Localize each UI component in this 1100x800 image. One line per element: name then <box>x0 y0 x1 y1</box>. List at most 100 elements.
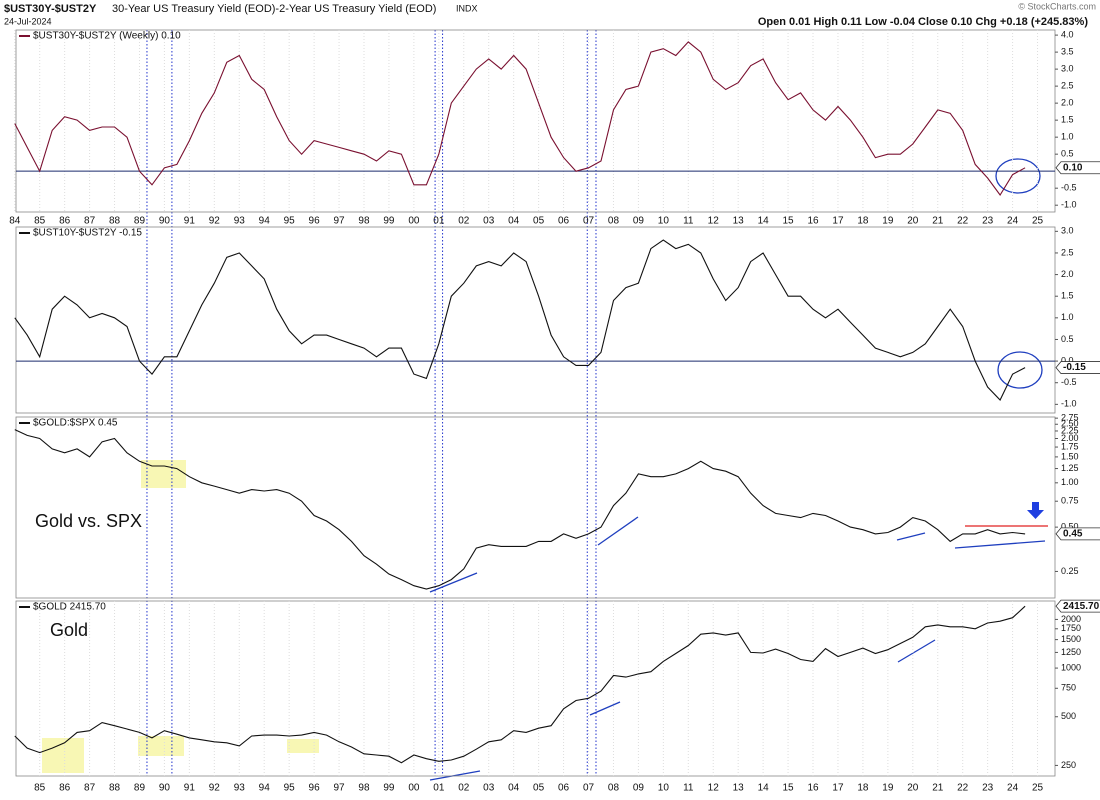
x-tick-label: 12 <box>708 783 720 794</box>
y-tick-label: 3.5 <box>1061 46 1074 56</box>
x-tick-label: 90 <box>159 783 171 794</box>
x-tick-label: 22 <box>957 783 969 794</box>
y-tick-label: 500 <box>1061 711 1076 721</box>
x-tick-label: 97 <box>333 216 345 227</box>
x-tick-label: 98 <box>358 783 370 794</box>
y-tick-label: 2.50 <box>1061 419 1079 429</box>
x-tick-label: 95 <box>284 216 296 227</box>
y-tick-label: 1.0 <box>1061 132 1074 142</box>
highlight <box>287 739 319 753</box>
x-tick-label: 94 <box>259 783 271 794</box>
series-line <box>14 41 1026 196</box>
y-tick-label: 3.0 <box>1061 226 1074 236</box>
y-tick-label: 0.25 <box>1061 566 1079 576</box>
arrow <box>1027 502 1044 519</box>
annotation: Gold vs. SPX <box>35 511 142 531</box>
y-tick-label: 1750 <box>1061 623 1081 633</box>
y-tick-label: 0.5 <box>1061 334 1074 344</box>
y-tick-label: 1500 <box>1061 634 1081 644</box>
x-tick-label: 86 <box>59 783 71 794</box>
last-value-label: 2415.70 <box>1063 601 1100 612</box>
x-tick-label: 13 <box>733 216 745 227</box>
y-tick-label: 2.00 <box>1061 433 1079 443</box>
x-tick-label: 14 <box>758 216 770 227</box>
x-tick-label: 91 <box>184 783 196 794</box>
y-tick-label: -0.5 <box>1061 377 1077 387</box>
x-tick-label: 93 <box>234 783 246 794</box>
x-tick-label: 25 <box>1032 216 1044 227</box>
last-value-label: -0.15 <box>1063 362 1086 373</box>
x-tick-label: 97 <box>333 783 345 794</box>
x-tick-label: 14 <box>758 783 770 794</box>
panel-title: $UST30Y-$UST2Y (Weekly) 0.10 <box>33 31 181 42</box>
x-tick-label: 21 <box>932 216 944 227</box>
x-tick-label: 08 <box>608 783 620 794</box>
last-value-box <box>1055 361 1100 374</box>
x-tick-label: 88 <box>109 216 121 227</box>
y-tick-label: 2.5 <box>1061 247 1074 257</box>
annotations <box>42 158 1048 781</box>
last-value-box <box>1055 161 1100 175</box>
x-tick-label: 88 <box>109 783 121 794</box>
x-tick-label: 23 <box>982 783 994 794</box>
x-tick-label: 03 <box>483 783 495 794</box>
x-tick-label: 06 <box>558 783 570 794</box>
y-tick-label: 2.5 <box>1061 81 1074 91</box>
last-value: 0.10 <box>1055 161 1100 175</box>
y-tick-label: 250 <box>1061 760 1076 770</box>
x-tick-label: 00 <box>408 783 420 794</box>
x-tick-label: 99 <box>383 216 395 227</box>
x-tick-label: 01 <box>433 216 445 227</box>
x-tick-label: 89 <box>134 216 146 227</box>
series-line <box>14 239 1026 401</box>
annotation: Gold <box>50 620 88 640</box>
trend-line <box>597 516 639 546</box>
panel-frame <box>15 29 1056 213</box>
y-tick-label: 1.5 <box>1061 115 1074 125</box>
x-tick-label: 09 <box>633 783 645 794</box>
symbol: $UST30Y-$UST2Y <box>4 3 97 15</box>
x-tick-label: 20 <box>907 216 919 227</box>
x-tick-label: 11 <box>683 783 694 794</box>
panel-frame <box>15 416 1056 599</box>
y-tick-label: -1.0 <box>1061 200 1077 210</box>
x-tick-label: 89 <box>134 783 146 794</box>
y-tick-label: 1.25 <box>1061 463 1079 473</box>
x-tick-label: 15 <box>783 783 795 794</box>
x-tick-label: 24 <box>1007 783 1019 794</box>
trend-line <box>429 572 478 593</box>
y-tick-label: 1.00 <box>1061 477 1079 487</box>
x-tick-label: 17 <box>832 783 844 794</box>
y-tick-label: 2.75 <box>1061 413 1079 423</box>
circle <box>997 351 1043 389</box>
x-tick-label: 18 <box>857 783 869 794</box>
x-tick-label: 22 <box>957 216 969 227</box>
y-tick-label: 2.25 <box>1061 425 1079 435</box>
x-tick-label: 02 <box>458 783 470 794</box>
x-tick-label: 85 <box>34 216 46 227</box>
x-tick-label: 18 <box>857 216 869 227</box>
x-tick-label: 21 <box>932 783 944 794</box>
date: 24-Jul-2024 <box>4 16 52 26</box>
x-tick-label: 96 <box>309 216 321 227</box>
panel-title: $UST10Y-$UST2Y -0.15 <box>33 228 142 239</box>
x-tick-label: 13 <box>733 783 745 794</box>
x-tick-label: 08 <box>608 216 620 227</box>
y-tick-label: 3.0 <box>1061 63 1074 73</box>
y-tick-label: 0.75 <box>1061 496 1079 506</box>
x-tick-label: 07 <box>583 783 595 794</box>
x-tick-label: 04 <box>508 783 520 794</box>
x-tick-label: 99 <box>383 783 395 794</box>
last-value-box <box>1055 599 1100 613</box>
x-tick-label: 11 <box>683 216 694 227</box>
series-line <box>14 429 1026 590</box>
last-value-box <box>1055 527 1100 541</box>
trend-line <box>429 770 481 781</box>
x-tick-label: 16 <box>807 216 819 227</box>
quote: Open 0.01 High 0.11 Low -0.04 Close 0.10… <box>758 16 1088 28</box>
x-tick-label: 03 <box>483 216 495 227</box>
x-tick-label: 91 <box>184 216 196 227</box>
panel-title: $GOLD:$SPX 0.45 <box>33 418 118 429</box>
x-tick-label: 93 <box>234 216 246 227</box>
